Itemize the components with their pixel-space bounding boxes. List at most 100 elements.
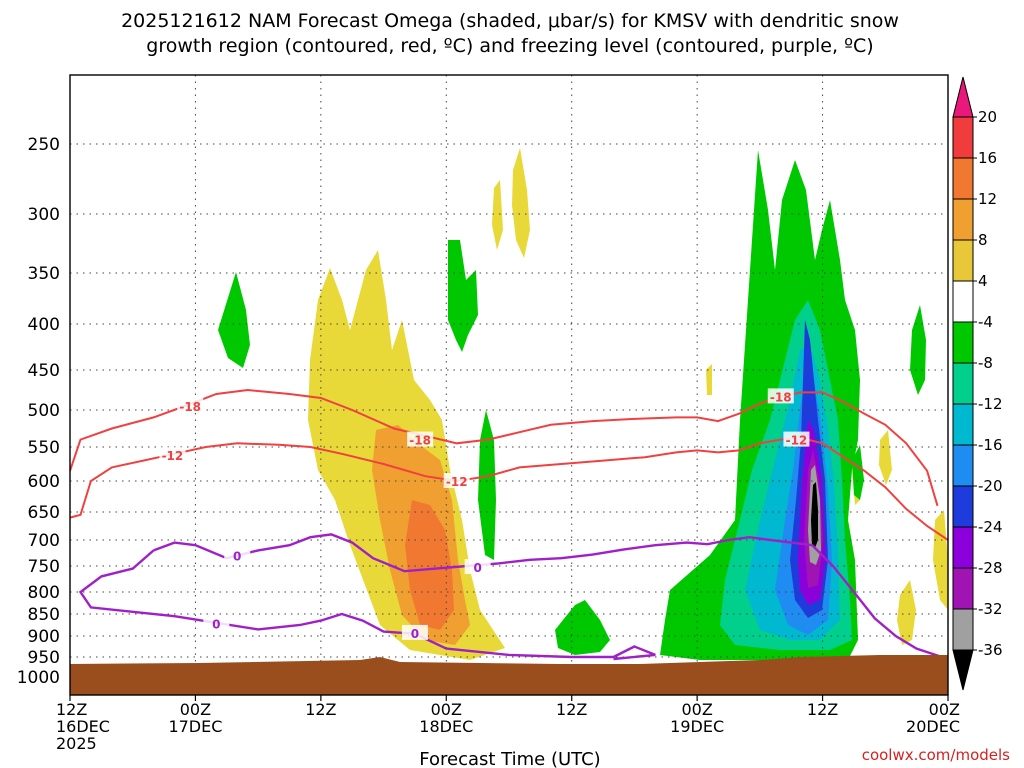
y-tick-label: 500 <box>28 401 60 421</box>
freezing-label: 0 <box>233 550 241 564</box>
negative-omega-shading <box>218 150 926 660</box>
contour-lines: -18 -18 -18 -12 -12 -12 0 0 0 0 <box>69 388 949 661</box>
colorbar-bin <box>952 362 974 405</box>
dgz-label-minus12: -12 <box>162 449 184 463</box>
dgz-label-minus12: -12 <box>446 475 468 489</box>
positive-omega-right-3 <box>933 510 948 610</box>
terrain-below-ground <box>70 655 948 695</box>
colorbar-bin <box>952 116 974 159</box>
dgz-label-minus12: -12 <box>786 434 808 448</box>
freezing-label: 0 <box>473 561 481 575</box>
x-tick-label: 19DEC <box>670 717 724 736</box>
negative-omega-green-low <box>555 600 610 655</box>
colorbar-bin <box>952 526 974 569</box>
positive-omega-region-core <box>405 500 454 630</box>
x-tick-label: 12Z <box>305 700 336 719</box>
freezing-label-bg <box>203 615 230 631</box>
x-tick-label: 12Z <box>556 700 587 719</box>
negative-omega-black <box>811 482 818 548</box>
freezing-label: 0 <box>411 627 419 641</box>
positive-omega-right-2 <box>897 580 916 645</box>
x-tick-label: 00Z <box>180 700 211 719</box>
colorbar-label: -28 <box>978 559 1003 577</box>
colorbar-label: 16 <box>978 149 997 167</box>
dgz-label-minus18-bg <box>407 431 434 447</box>
plot-area: -18 -18 -18 -12 -12 -12 0 0 0 0 <box>69 74 949 696</box>
colorbar-bin <box>952 321 974 364</box>
colorbar-bin <box>952 76 974 118</box>
colorbar-label: -8 <box>978 354 993 372</box>
freezing-label: 0 <box>212 618 220 632</box>
dgz-contour-minus18 <box>69 388 939 507</box>
positive-omega-streak-small <box>492 180 503 250</box>
x-tick-label: 00Z <box>431 700 462 719</box>
dgz-label-minus12-bg <box>159 447 186 463</box>
y-tick-label: 250 <box>28 135 60 155</box>
freezing-label-bg <box>224 547 251 563</box>
x-tick-label: 00Z <box>681 700 712 719</box>
freezing-level-contour-lower <box>78 549 656 661</box>
y-tick-label: 650 <box>28 503 60 523</box>
dgz-label-minus18-bg <box>767 388 794 404</box>
y-tick-label: 350 <box>28 264 60 284</box>
dgz-label-minus18-bg <box>177 398 204 413</box>
y-tick-label: 900 <box>28 627 60 647</box>
colorbar-label: -36 <box>978 641 1003 659</box>
dgz-label-minus12-bg <box>443 473 470 488</box>
x-tick-label: 20DEC <box>906 717 960 736</box>
y-tick-label: 700 <box>28 531 60 551</box>
y-tick-label: 800 <box>28 583 60 603</box>
colorbar-label: 20 <box>978 108 997 126</box>
colorbar-bin <box>952 608 974 651</box>
y-tick-label: 450 <box>28 361 60 381</box>
colorbar-bin <box>952 444 974 487</box>
chart-title-line-2: growth region (contoured, red, ºC) and f… <box>146 35 873 57</box>
colorbar: 20 16 12 8 4 -4 -8 -12 -16 -20 -24 -28 -32 -36 <box>952 76 1003 691</box>
y-tick-label: 950 <box>28 648 60 668</box>
positive-omega-sliver <box>706 364 712 395</box>
y-tick-label: 750 <box>28 557 60 577</box>
positive-omega-streak-upper <box>512 148 530 258</box>
positive-omega-right-1 <box>879 430 892 485</box>
x-tick-label: 17DEC <box>168 717 222 736</box>
chart-title-line-1: 2025121612 NAM Forecast Omega (shaded, μ… <box>121 10 899 32</box>
x-tick-label: 00Z <box>929 700 960 719</box>
x-tick-label: 18DEC <box>419 717 473 736</box>
x-tick-label: 16DEC <box>56 717 110 736</box>
colorbar-bin <box>952 567 974 610</box>
negative-omega-green-mid <box>448 240 478 352</box>
y-tick-label: 600 <box>28 472 60 492</box>
y-tick-label: 850 <box>28 605 60 625</box>
colorbar-label: 8 <box>978 231 988 249</box>
dgz-label-minus18: -18 <box>179 400 201 414</box>
negative-omega-green-small-left <box>218 272 250 368</box>
colorbar-label: -24 <box>978 518 1003 536</box>
colorbar-bin <box>952 239 974 282</box>
colorbar-label: -12 <box>978 395 1003 413</box>
colorbar-bin <box>952 485 974 528</box>
colorbar-bin <box>952 649 974 691</box>
y-tick-label: 550 <box>28 438 60 458</box>
x-tick-label: 12Z <box>56 700 87 719</box>
colorbar-label: 12 <box>978 190 997 208</box>
colorbar-bin <box>952 157 974 200</box>
y-tick-label: 300 <box>28 205 60 225</box>
colorbar-label: 4 <box>978 272 988 290</box>
negative-omega-green-column <box>478 410 496 560</box>
freezing-label-bg <box>464 559 491 575</box>
colorbar-bin <box>952 403 974 446</box>
colorbar-label: -20 <box>978 477 1003 495</box>
x-tick-label: 2025 <box>56 734 97 753</box>
x-tick-label: 12Z <box>807 700 838 719</box>
negative-omega-green-right-1 <box>910 305 926 395</box>
dgz-label-minus12-bg <box>783 431 810 447</box>
colorbar-bin <box>952 280 974 323</box>
colorbar-label: -4 <box>978 313 993 331</box>
colorbar-label: -32 <box>978 600 1003 618</box>
attribution: coolwx.com/models <box>862 746 1010 764</box>
freezing-label-bg <box>401 624 428 640</box>
dgz-label-minus18: -18 <box>770 390 792 404</box>
dgz-label-minus18: -18 <box>409 434 431 448</box>
